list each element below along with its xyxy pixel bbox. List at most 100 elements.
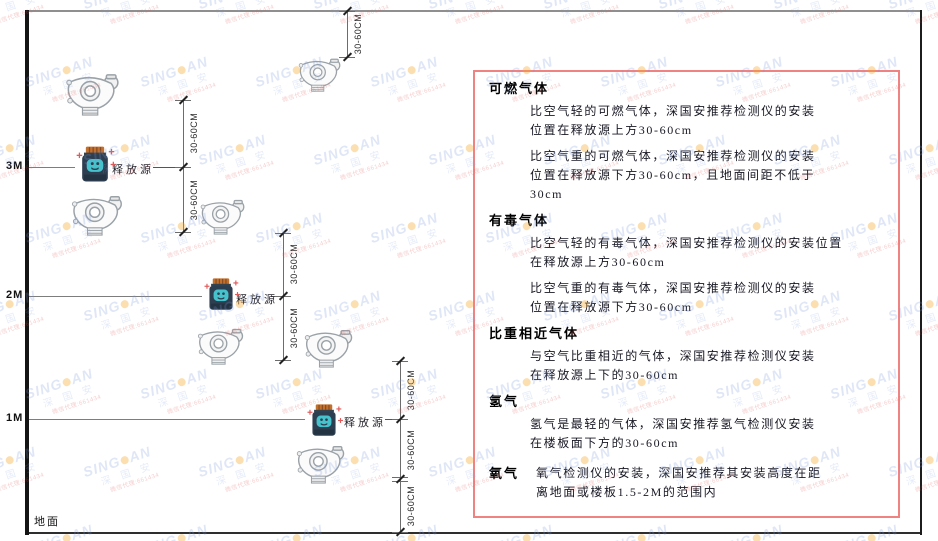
watermark-dot-icon — [119, 455, 130, 466]
section-heading: 可燃气体 — [489, 81, 550, 96]
watermark-company-cn: 深 国 安 — [731, 534, 790, 541]
watermark-company-cn: 深 国 安 — [214, 460, 271, 489]
watermark-company-cn: 深 国 安 — [156, 534, 215, 541]
watermark-company-cn: 深 国 安 — [99, 304, 156, 333]
height-label-2m: 2M — [6, 289, 24, 301]
section-paragraph: 比空气重的有毒气体，深国安推荐检测仪的安装 位置在释放源下方30-60cm — [530, 281, 816, 314]
watermark-company-cn: 深 国 安 — [386, 70, 443, 99]
watermark-company-cn: 深 国 安 — [99, 460, 156, 489]
section-paragraph: 比空气轻的可燃气体，深国安推荐检测仪的安装 位置在释放源上方30-60cm — [530, 104, 816, 137]
gas-detector-icon — [297, 57, 343, 92]
watermark-agent-line: 微信代理:661434 — [0, 316, 46, 338]
release-source-icon — [73, 146, 117, 183]
watermark-dot-icon — [119, 299, 130, 310]
watermark-dot-icon — [349, 143, 360, 154]
watermark-company-cn: 深 国 安 — [214, 148, 271, 177]
dimension-label: 30-60CM — [353, 13, 363, 55]
watermark-dot-icon — [349, 455, 360, 466]
watermark-agent-line: 微信代理:661434 — [396, 82, 448, 104]
watermark-dot-icon — [61, 533, 72, 541]
watermark-company-cn: 深 国 安 — [846, 534, 905, 541]
watermark-agent-line: 微信代理:661434 — [166, 82, 218, 104]
dimension-label: 30-60CM — [406, 429, 416, 471]
release-source-label: 释放源 — [112, 164, 154, 176]
watermark-company-cn: 深 国 安 — [0, 304, 41, 332]
height-label-1m: 1M — [6, 412, 24, 424]
panel-section: 有毒气体 比空气轻的有毒气体，深国安推荐检测仪的安装位置 在释放源上方30-60cm… — [489, 211, 886, 317]
panel-section: 氧气 氧气检测仪的安装，深国安推荐其安装高度在距 离地面或楼板1.5-2M的范围内 — [489, 460, 886, 509]
section-paragraph: 氧气检测仪的安装，深国安推荐其安装高度在距 离地面或楼板1.5-2M的范围内 — [536, 466, 822, 499]
watermark-dot-icon — [291, 377, 302, 388]
section-heading: 有毒气体 — [489, 213, 550, 228]
gas-detector-icon — [303, 328, 355, 368]
dimension-label: 30-60CM — [406, 485, 416, 527]
watermark-company-cn: 深 国 安 — [501, 534, 560, 541]
panel-section: 可燃气体比空气轻的可燃气体，深国安推荐检测仪的安装 位置在释放源上方30-60cm… — [489, 79, 886, 204]
watermark-dot-icon — [234, 455, 245, 466]
release-source-label: 释放源 — [236, 294, 278, 306]
watermark-company-cn: 深 国 安 — [386, 226, 443, 255]
section-heading: 氧气 — [489, 466, 520, 481]
watermark-agent-line: 微信代理:661434 — [684, 4, 736, 26]
watermark-dot-icon — [636, 533, 647, 541]
watermark-dot-icon — [4, 455, 15, 466]
watermark-dot-icon — [4, 143, 15, 154]
watermark-dot-icon — [406, 65, 417, 76]
watermark-agent-line: 微信代理:661434 — [224, 472, 276, 494]
watermark-agent-line: 微信代理:661434 — [396, 238, 448, 260]
dimension-label: 30-60CM — [406, 369, 416, 411]
dimension-line — [400, 361, 401, 532]
watermark-dot-icon — [866, 533, 877, 541]
watermark-dot-icon — [406, 221, 417, 232]
ceiling-line — [29, 10, 920, 12]
watermark-dot-icon — [234, 143, 245, 154]
level-line-2m — [29, 296, 202, 297]
watermark-agent-line: 微信代理:661434 — [109, 472, 161, 494]
watermark-agent-line: 微信代理:661434 — [914, 160, 938, 182]
gas-detector-icon — [295, 444, 347, 484]
dimension-label: 30-60CM — [189, 112, 199, 154]
release-source-label: 释放源 — [344, 417, 386, 429]
ground-label: 地面 — [34, 516, 60, 528]
dimension-label: 30-60CM — [289, 307, 299, 349]
watermark-agent-line: 微信代理:661434 — [51, 238, 103, 260]
watermark-dot-icon — [119, 143, 130, 154]
watermark-agent-line: 微信代理:661434 — [799, 4, 851, 26]
watermark-agent-line: 微信代理:661434 — [0, 4, 46, 26]
watermark-dot-icon — [521, 533, 532, 541]
watermark-agent-line: 微信代理:661434 — [339, 160, 391, 182]
watermark-company-cn: 深 国 安 — [0, 460, 41, 488]
watermark-agent-line: 微信代理:661434 — [454, 4, 506, 26]
watermark-agent-line: 微信代理:661434 — [914, 472, 938, 494]
watermark-company-cn: 深 国 安 — [386, 534, 445, 541]
watermark-dot-icon — [406, 533, 417, 541]
